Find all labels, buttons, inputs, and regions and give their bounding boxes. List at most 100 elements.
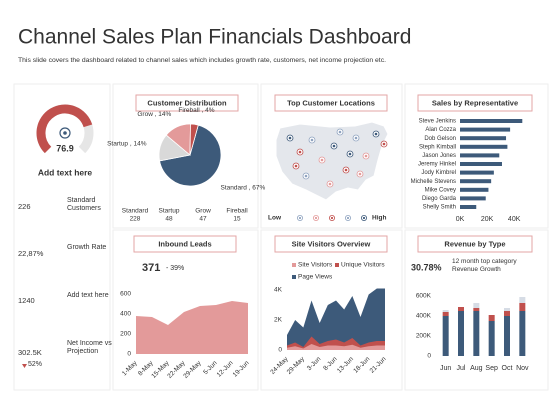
slice-label: Fireball , 4% — [178, 107, 214, 114]
category-label: Dob Gelson — [424, 136, 456, 142]
card-title: Inbound Leads — [158, 239, 211, 248]
gauge-icon — [63, 131, 67, 135]
y-tick-label: 400K — [416, 313, 432, 320]
kpi-value: 1240 — [18, 296, 35, 305]
gauge-label: Add text here — [38, 167, 93, 177]
legend-label: Page Views — [298, 274, 333, 281]
x-tick-label: 0K — [456, 216, 465, 223]
category-label: Alan Cozza — [425, 127, 456, 133]
headline: 30.78% — [411, 262, 442, 272]
bar — [460, 162, 502, 166]
subtitle: This slide covers the dashboard related … — [18, 57, 386, 64]
bar — [460, 205, 477, 209]
location-dot — [354, 136, 358, 140]
table-category: Standard — [122, 208, 149, 215]
bar — [460, 196, 486, 201]
x-tick-label: Oct — [502, 365, 513, 372]
bar-segment — [488, 315, 495, 321]
bar-segment — [488, 321, 495, 356]
y-tick-label: 400 — [120, 311, 131, 318]
location-dot — [298, 150, 302, 154]
table-count: 15 — [233, 216, 241, 223]
bar-segment — [458, 307, 464, 311]
card-header — [417, 235, 533, 253]
location-dot — [320, 158, 324, 162]
location-dot — [310, 138, 314, 142]
category-label: Mike Covey — [425, 187, 456, 193]
legend-dot — [330, 216, 334, 220]
card-title: Customer Distribution — [147, 98, 227, 107]
card-title: Site Visitors Overview — [292, 239, 371, 248]
kpi-label: Growth Rate — [67, 244, 107, 251]
bar-segment — [473, 308, 480, 311]
kpi-label: Net Income vs Projection — [67, 340, 112, 355]
location-dot — [328, 182, 332, 186]
x-tick-label: Jul — [457, 365, 466, 372]
location-dot — [332, 144, 336, 148]
category-label: Jody Kimbrel — [421, 170, 456, 176]
bar — [460, 179, 492, 184]
bar-segment — [442, 310, 449, 312]
card-title: Revenue by Type — [444, 239, 505, 248]
kpi-value: 302.5K — [18, 348, 42, 357]
table-category: Startup — [159, 208, 180, 215]
kpi-label: Standard Customers — [67, 197, 101, 212]
bar — [460, 144, 508, 149]
table-category: Fireball — [226, 208, 248, 215]
card-header — [274, 94, 388, 112]
down-arrow — [22, 364, 27, 368]
table-count: 48 — [165, 216, 173, 223]
y-tick-label: 0 — [427, 353, 431, 360]
bar-segment — [504, 311, 510, 316]
y-tick-label: 0 — [127, 351, 131, 358]
y-tick-label: 600K — [416, 293, 432, 300]
kpi-value: 22,87% — [18, 249, 44, 258]
card-title: Top Customer Locations — [287, 98, 375, 107]
x-tick-label: Jun — [440, 365, 451, 372]
kpi-value: 226 — [18, 202, 31, 211]
location-dot — [358, 172, 362, 176]
area — [136, 301, 248, 354]
y-tick-label: 4K — [274, 287, 283, 294]
card-header — [274, 235, 388, 253]
kpi-change: 52% — [28, 361, 43, 368]
bar-segment — [458, 311, 464, 356]
bar-segment — [504, 308, 510, 311]
gauge-arc — [36, 104, 93, 154]
headline: 371 — [142, 262, 160, 274]
legend-high: High — [372, 215, 386, 222]
slice-label: Startup , 14% — [107, 140, 147, 147]
bar — [460, 119, 523, 123]
x-tick-label: 20K — [481, 216, 494, 223]
location-dot — [294, 164, 298, 168]
slice-label: Grow , 14% — [137, 111, 171, 118]
location-dot — [348, 152, 352, 156]
legend-dot — [362, 216, 366, 220]
area — [287, 288, 385, 350]
bar-segment — [519, 303, 526, 311]
bar-segment — [442, 316, 449, 356]
legend-swatch — [335, 263, 339, 267]
bar-segment — [519, 311, 526, 356]
map-shape — [275, 121, 389, 201]
gauge-value: 76.9 — [56, 143, 74, 153]
category-label: Diego Garda — [422, 196, 457, 202]
category-label: Jason Jones — [422, 153, 456, 159]
card-header — [135, 94, 239, 112]
table-category: Grow — [195, 208, 211, 215]
y-tick-label: 200K — [416, 333, 432, 340]
kpi-label: Add text here — [67, 292, 109, 299]
y-tick-label: 0 — [278, 347, 282, 354]
bar — [460, 127, 511, 132]
location-dot — [374, 132, 378, 136]
bar-segment — [442, 312, 449, 316]
card-header — [133, 235, 237, 253]
x-tick-label: Nov — [516, 365, 529, 372]
category-label: Jeremy Hinkel — [418, 162, 456, 168]
note: 12 month top category Revenue Growth — [452, 258, 517, 273]
location-dot — [344, 168, 348, 172]
table-count: 47 — [199, 216, 207, 223]
legend-dot — [298, 216, 302, 220]
y-tick-label: 200 — [120, 331, 131, 338]
